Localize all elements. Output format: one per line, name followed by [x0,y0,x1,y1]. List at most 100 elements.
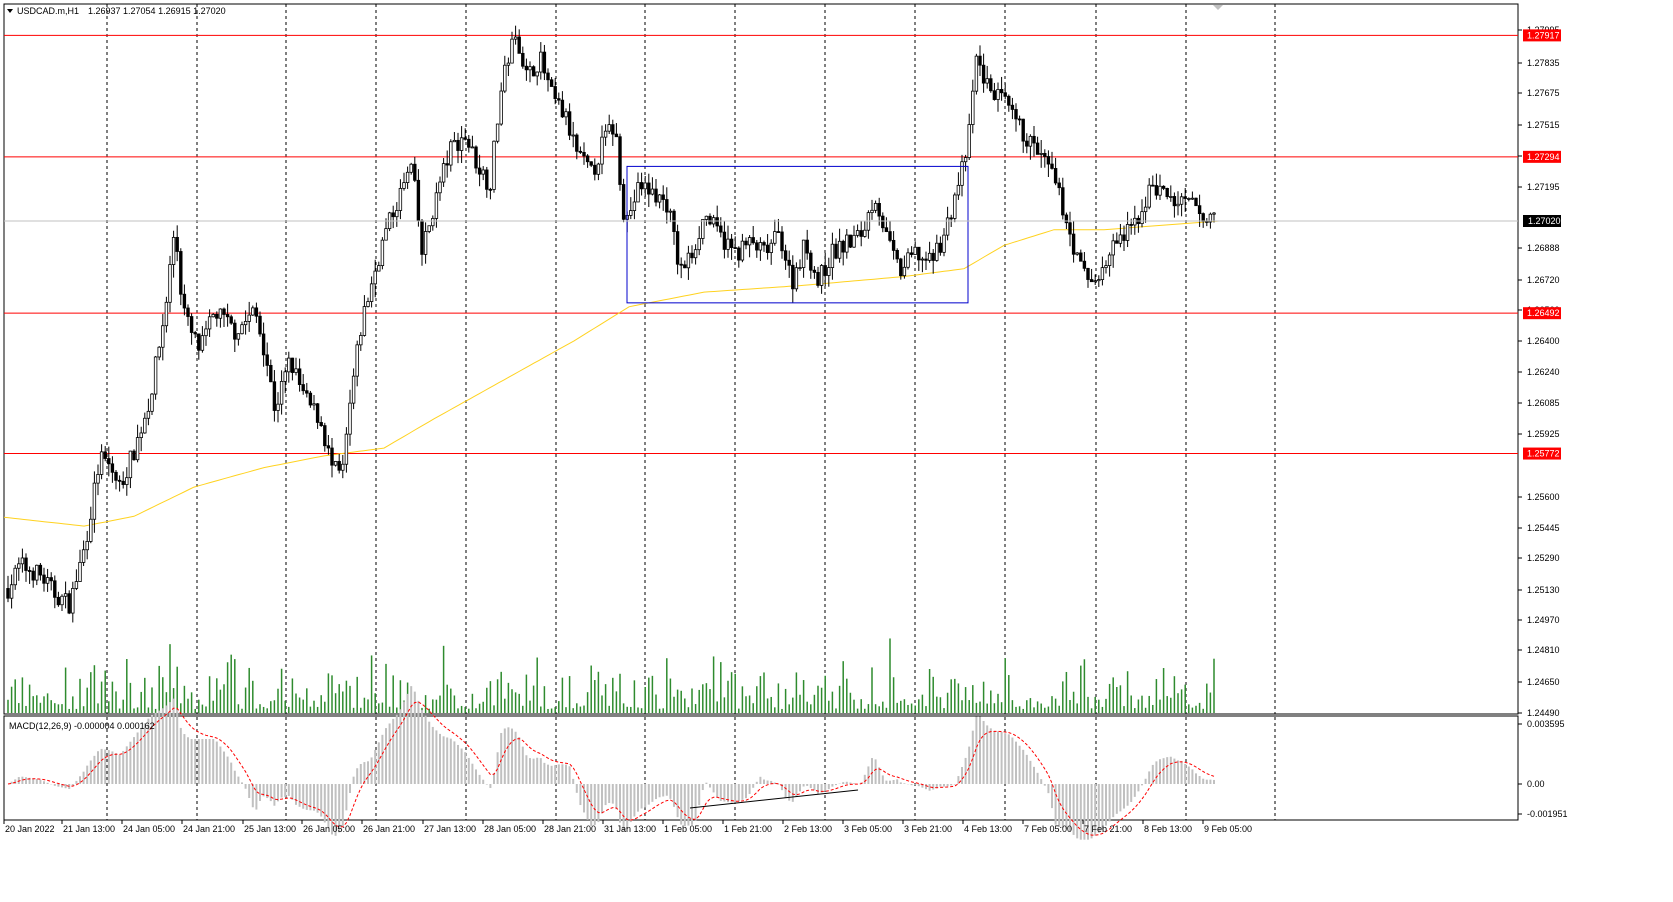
candle-body [1097,279,1101,282]
candle-body [524,65,529,71]
price-label: 1.24810 [1527,645,1560,655]
candle-body [398,188,403,211]
candle-body [798,267,802,269]
candle-body [647,182,651,195]
candle-body [283,371,287,382]
price-label: 1.27515 [1527,120,1560,130]
candle-body [884,227,889,233]
candle-body [89,518,93,542]
level-tag-value: 1.27294 [1527,152,1560,162]
candle-body [1039,152,1043,155]
symbol-label: USDCAD.m,H1 [17,6,79,16]
price-label: 1.26888 [1527,243,1560,253]
macd-label: 0.003595 [1527,719,1565,729]
candle-body [661,194,665,200]
candle-body [1172,196,1177,207]
candle-body [348,402,352,435]
candle-body [315,403,320,423]
price-label: 1.25925 [1527,429,1560,439]
candle-body [114,471,118,481]
price-label: 1.27835 [1527,58,1560,68]
candle-body [359,335,363,346]
divergence-trendline[interactable] [689,789,859,809]
candle-body [780,231,784,252]
candle-body [1053,168,1058,184]
price-label: 1.25290 [1527,553,1560,563]
grid-layer [3,4,1276,820]
candle-body [657,194,662,203]
candle-body [117,479,122,482]
candle-body [719,225,723,233]
candle-body [801,239,806,268]
level-tag [1523,29,1561,42]
candle-body [63,593,68,597]
candle-body [42,574,46,584]
candle-body [1129,224,1133,226]
price-label: 1.24970 [1527,615,1560,625]
candle-body [859,230,863,237]
candle-body [222,308,226,315]
candle-body [755,242,759,251]
candle-body [218,308,223,319]
candle-body [823,265,827,276]
candle-body [557,98,561,101]
macd-label: 0.00 [1527,779,1545,789]
candle-body [535,71,539,77]
candle-body [157,346,161,358]
candle-body [107,458,111,465]
candle-body [470,146,475,149]
candle-body [751,237,755,244]
candle-body [1025,140,1029,147]
candle-body [945,217,950,236]
candle-body [654,188,658,203]
candle-body [596,163,601,175]
candle-body [233,322,237,340]
candle-body [758,242,763,251]
time-label: 1 Feb 21:00 [724,824,772,834]
candle-body [449,141,453,166]
candle-body [1086,267,1090,280]
level-tags: 1.27917 1.27294 1.26492 1.25772 [1523,29,1561,460]
candle-body [1068,222,1072,235]
candle-body [1154,185,1159,196]
candle-body [891,239,896,251]
candle-body [1061,187,1065,216]
candle-body [812,269,817,273]
candle-body [369,283,374,302]
time-label: 31 Jan 13:00 [604,824,656,834]
time-label: 28 Jan 21:00 [544,824,596,834]
ohlc-values: 1.26937 1.27054 1.26915 1.27020 [88,6,226,16]
candle-body [189,316,194,333]
candle-body [513,36,518,40]
candle-body [17,563,21,569]
candle-body [888,231,892,241]
price-label: 1.24650 [1527,677,1560,687]
candle-body [636,182,640,203]
range-rectangle[interactable] [626,165,969,304]
candle-body [848,234,853,248]
candle-body [571,134,575,137]
candle-body [708,215,712,225]
candle-body [409,163,413,173]
candle-body [1010,104,1015,110]
candle-body [420,220,424,255]
candle-body [1143,206,1148,213]
candle-body [24,557,28,571]
candle-body [762,242,766,246]
chart-menu-icon[interactable] [7,9,13,13]
candle-body [927,252,932,261]
candle-body [125,477,129,485]
candle-body [585,155,590,163]
candle-body [1050,163,1054,169]
candle-body [870,209,874,214]
candle-body [312,403,316,406]
shift-marker-icon[interactable] [1213,5,1223,10]
candle-body [827,267,831,276]
candle-body [341,463,345,471]
candle-body [668,210,673,213]
candle-body [621,184,626,220]
price-label: 1.25130 [1527,585,1560,595]
candle-body [1021,118,1025,142]
